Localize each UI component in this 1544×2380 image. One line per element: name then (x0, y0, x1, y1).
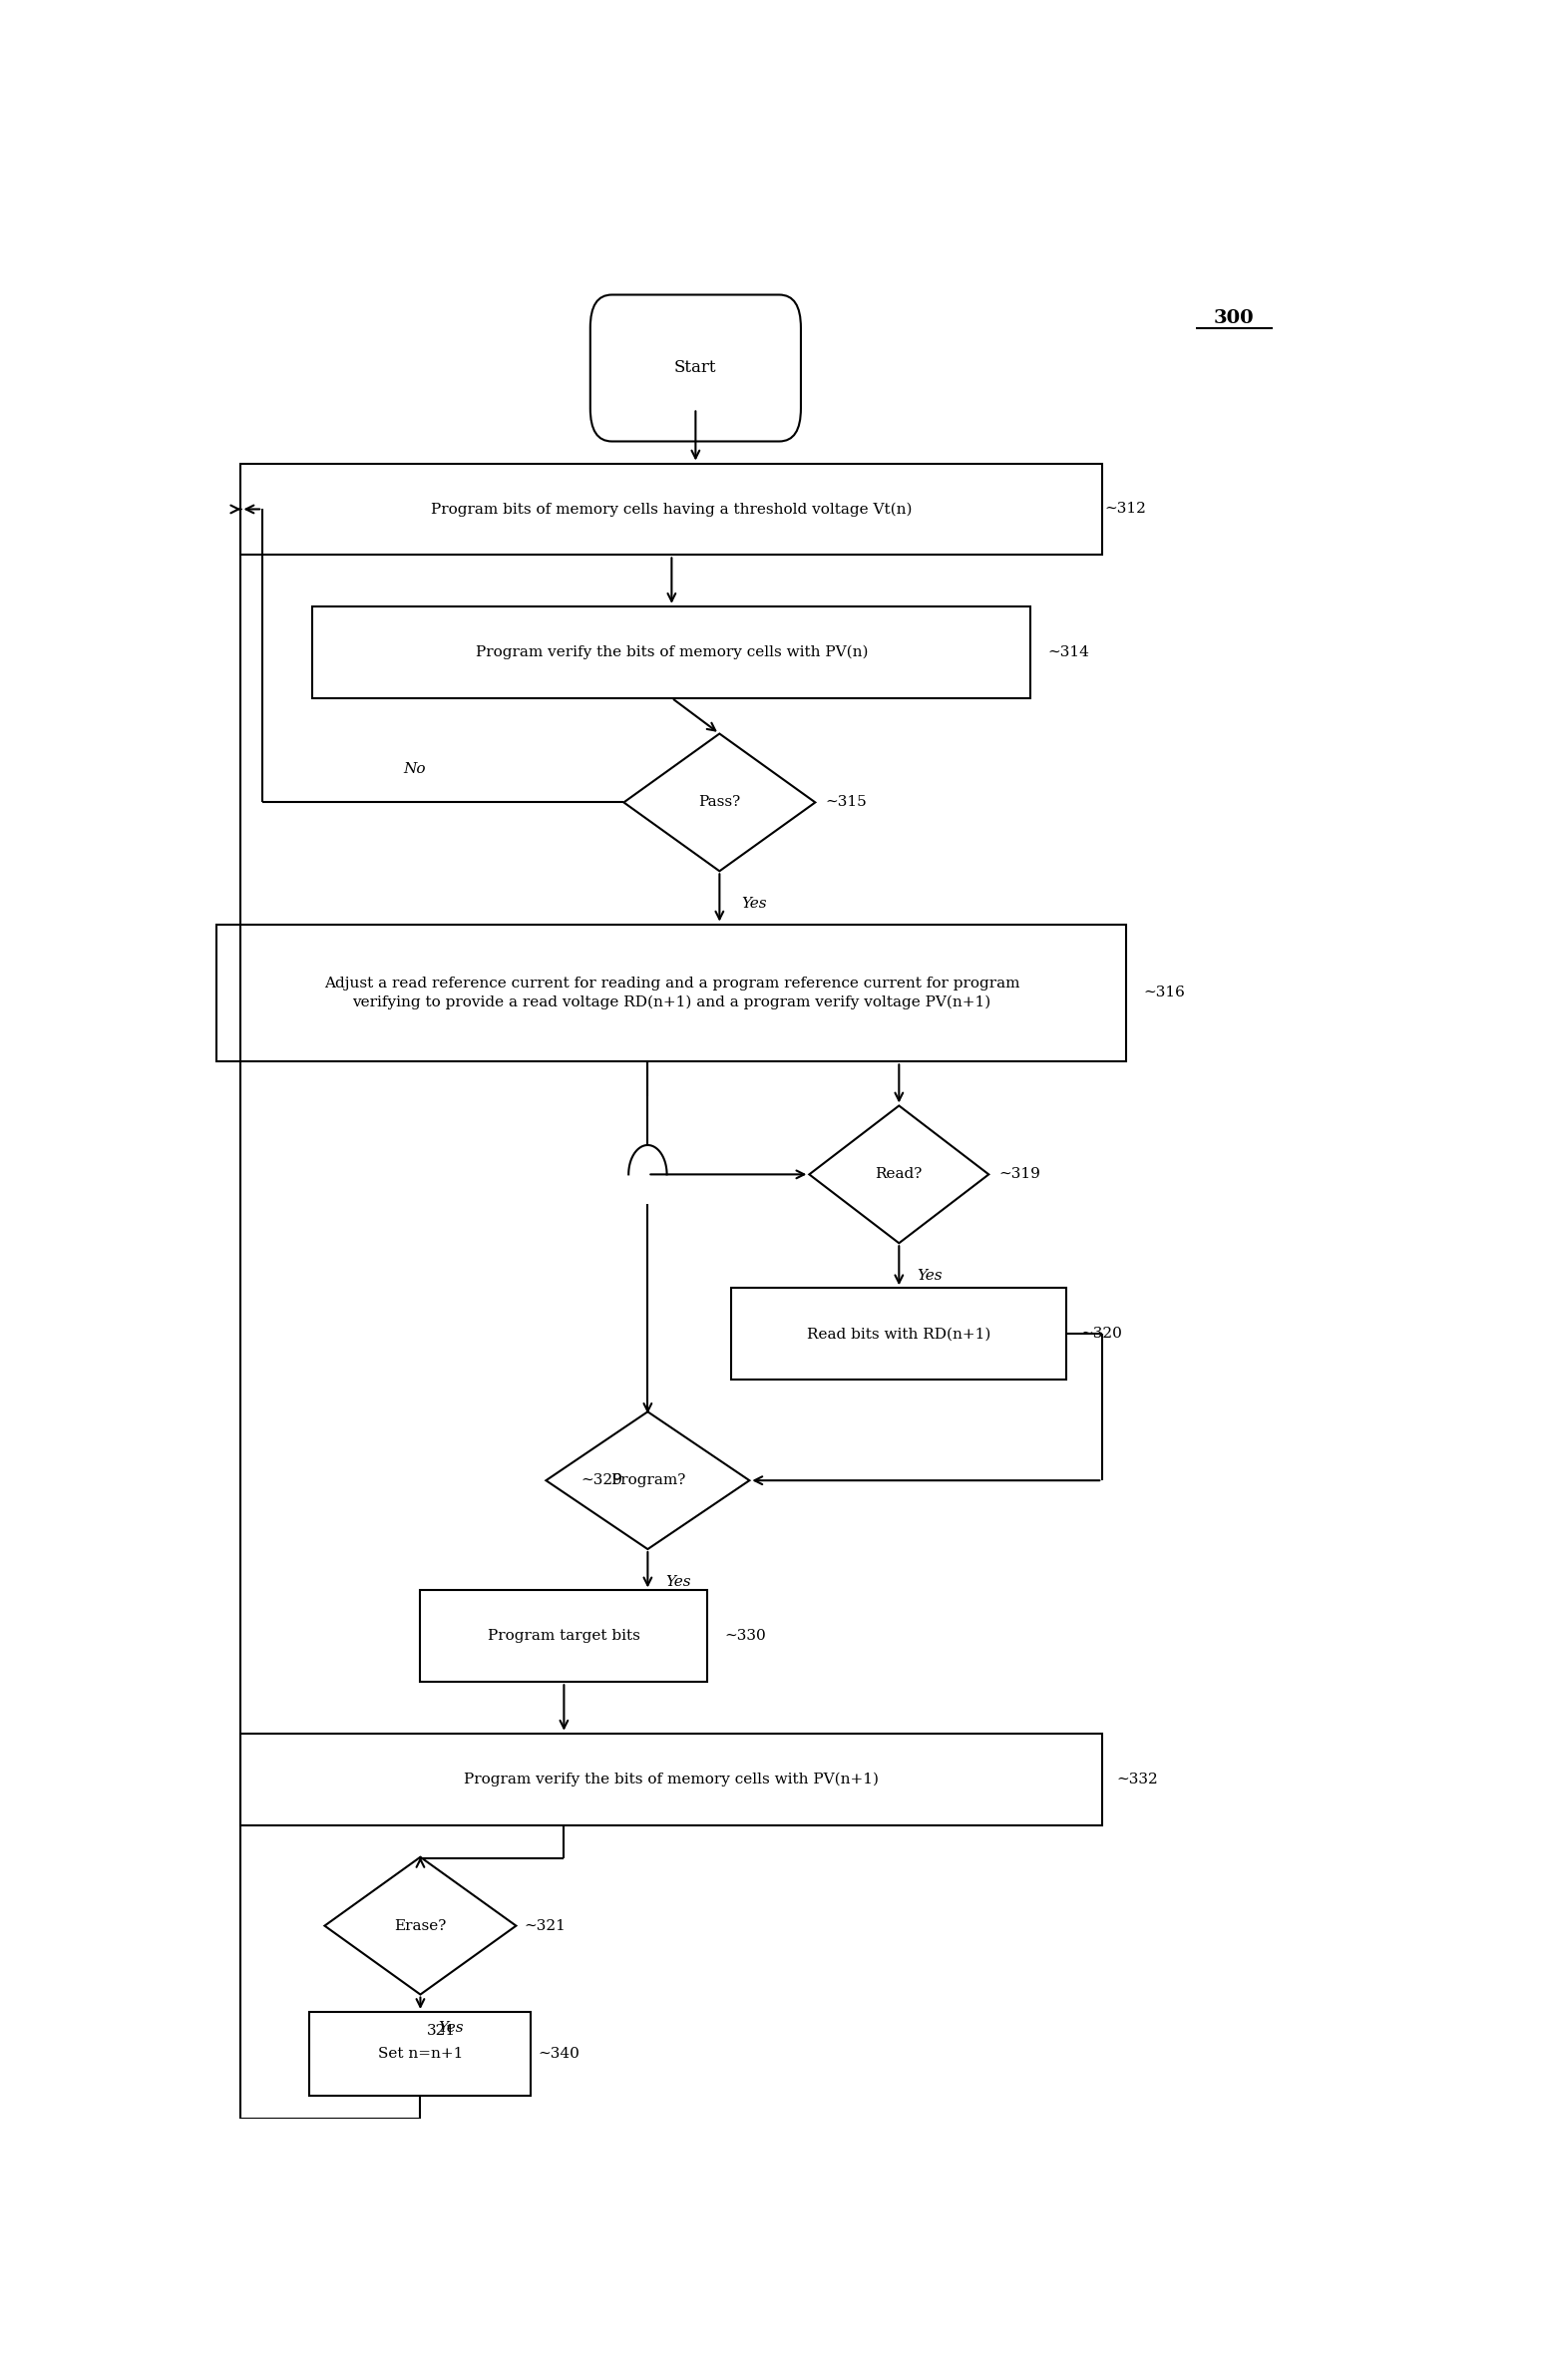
Bar (310, 2011, 531, 2097)
Text: Program bits of memory cells having a threshold voltage Vt(n): Program bits of memory cells having a th… (431, 502, 913, 516)
Text: ∼312: ∼312 (1106, 502, 1147, 516)
Text: ∼340: ∼340 (537, 2047, 579, 2061)
Text: ∼321: ∼321 (525, 1918, 567, 1933)
Text: Read bits with RD(n+1): Read bits with RD(n+1) (808, 1328, 991, 1340)
Text: ∼329: ∼329 (581, 1473, 622, 1488)
Text: Program target bits: Program target bits (488, 1630, 641, 1642)
Text: ∼319: ∼319 (999, 1169, 1041, 1180)
Text: Yes: Yes (741, 897, 767, 912)
Text: No: No (403, 762, 426, 776)
Text: ∼320: ∼320 (1081, 1328, 1122, 1340)
Text: Pass?: Pass? (698, 795, 741, 809)
Bar (216, 923, 1127, 1061)
Polygon shape (624, 733, 815, 871)
Bar (312, 607, 1031, 697)
Text: ∼330: ∼330 (724, 1630, 766, 1642)
Text: ∼316: ∼316 (1143, 985, 1184, 1000)
Text: ∼332: ∼332 (1116, 1773, 1158, 1785)
Text: Program verify the bits of memory cells with PV(n+1): Program verify the bits of memory cells … (465, 1773, 879, 1787)
Bar (732, 1288, 1067, 1380)
Text: Read?: Read? (875, 1169, 923, 1180)
Text: Yes: Yes (917, 1269, 942, 1283)
Text: Yes: Yes (665, 1576, 692, 1590)
Text: 300: 300 (1214, 309, 1254, 328)
Text: Start: Start (675, 359, 716, 376)
Text: Adjust a read reference current for reading and a program reference current for : Adjust a read reference current for read… (324, 976, 1019, 1009)
Bar (241, 464, 1102, 555)
Text: Program verify the bits of memory cells with PV(n): Program verify the bits of memory cells … (476, 645, 868, 659)
Text: Yes: Yes (438, 2021, 463, 2035)
Text: Erase?: Erase? (394, 1918, 446, 1933)
Polygon shape (324, 1856, 516, 1994)
Text: 321: 321 (426, 2023, 455, 2037)
Bar (241, 1733, 1102, 1825)
Text: ∼315: ∼315 (824, 795, 866, 809)
Bar (420, 1590, 707, 1683)
Polygon shape (809, 1107, 988, 1242)
Text: Program?: Program? (610, 1473, 686, 1488)
Text: ∼314: ∼314 (1047, 645, 1089, 659)
Text: Set n=n+1: Set n=n+1 (378, 2047, 463, 2061)
FancyBboxPatch shape (590, 295, 801, 440)
Polygon shape (547, 1411, 749, 1549)
